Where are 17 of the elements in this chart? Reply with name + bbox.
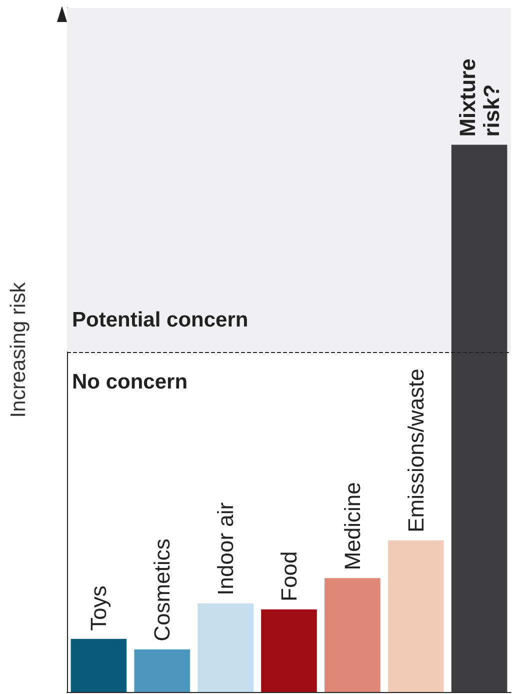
bar xyxy=(388,540,444,692)
x-tick-label: Cosmetics xyxy=(150,538,175,642)
bar xyxy=(70,638,127,692)
bar xyxy=(198,603,254,692)
bar xyxy=(261,609,317,692)
y-axis-title: Increasing risk xyxy=(7,282,30,418)
x-tick-label: Indoor air xyxy=(213,502,238,596)
x-tick-label: Emissions/waste xyxy=(403,368,428,532)
bar xyxy=(324,578,380,692)
x-tick-label: Mixture risk? xyxy=(454,52,504,137)
bar xyxy=(451,144,508,692)
x-tick-label: Toys xyxy=(86,586,112,631)
ref-line-label: No concern xyxy=(72,370,188,394)
bar xyxy=(134,649,190,692)
x-tick-label: Medicine xyxy=(340,482,365,570)
x-tick-label: Food xyxy=(276,551,302,602)
band-label: Potential concern xyxy=(72,308,248,332)
